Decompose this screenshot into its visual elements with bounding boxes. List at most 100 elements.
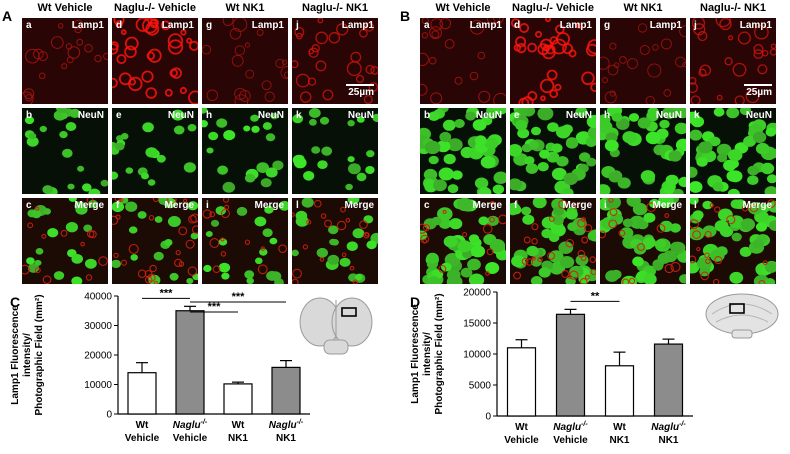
x-tick-label: Vehicle [125, 433, 160, 444]
x-tick-label: Vehicle [553, 435, 588, 446]
stain-label: NeuN [565, 110, 592, 121]
micrograph-merge-tile: c Merge [22, 198, 108, 284]
svg-text:intensity/: intensity/ [422, 332, 433, 376]
stain-label: Lamp1 [341, 20, 374, 31]
x-tick-label: NK1 [658, 435, 678, 446]
svg-text:Lamp1 Fluorescence: Lamp1 Fluorescence [10, 305, 21, 405]
x-tick-label: NK1 [609, 435, 629, 446]
micrograph-neun-tile: h NeuN [600, 108, 686, 194]
subpanel-label: b [26, 110, 33, 121]
scale-bar: 25µm [346, 84, 374, 98]
y-tick-label: 40000 [84, 292, 112, 303]
subpanel-label: c [424, 200, 430, 211]
subpanel-label: g [206, 20, 213, 31]
subpanel-label: f [514, 200, 518, 211]
subpanel-label: b [424, 110, 431, 121]
subpanel-label: j [694, 20, 697, 31]
y-tick-label: 5000 [469, 381, 492, 392]
bar-chart-c: 0 10000 20000 30000 40000 Wt Vehicle Naglu-/- Ve… [0, 284, 395, 454]
x-tick-label: Naglu-/- [651, 421, 686, 433]
bar [271, 366, 301, 415]
micrograph-merge-tile: f Merge [112, 198, 198, 284]
micrograph-merge-tile: l Merge [690, 198, 776, 284]
stain-label: Merge [742, 200, 772, 211]
column-header: Naglu-/- NK1 [302, 2, 368, 14]
column-header: Wt NK1 [225, 2, 265, 14]
subpanel-label: e [514, 110, 520, 121]
bar [223, 383, 253, 415]
stain-label: NeuN [77, 110, 104, 121]
micrograph-lamp-tile: j Lamp1 25µm [292, 18, 378, 104]
y-tick-label: 0 [485, 412, 491, 423]
stain-label: Merge [652, 200, 682, 211]
column-header: Naglu-/- NK1 [700, 2, 766, 14]
stain-label: Merge [74, 200, 104, 211]
x-tick-label: Naglu-/- [269, 419, 304, 431]
stain-label: Merge [472, 200, 502, 211]
subpanel-label: j [296, 20, 299, 31]
column-header: Naglu-/- Vehicle [114, 2, 196, 14]
column-header: Wt Vehicle [37, 2, 93, 14]
stain-label: NeuN [655, 110, 682, 121]
micrograph-neun-tile: e NeuN [510, 108, 596, 194]
micrograph-merge-tile: c Merge [420, 198, 506, 284]
brain-coronal-schematic-c [299, 297, 373, 355]
y-tick-label: 15000 [463, 319, 491, 330]
micrograph-lamp-tile: a Lamp1 [420, 18, 506, 104]
significance-label: *** [208, 301, 222, 313]
stain-label: Lamp1 [649, 20, 682, 31]
y-tick-label: 0 [106, 410, 112, 421]
panel-letter-c: C [10, 294, 21, 310]
x-tick-label: Wt [136, 420, 149, 431]
subpanel-label: i [604, 200, 607, 211]
stain-label: Merge [562, 200, 592, 211]
significance-label: ** [591, 290, 600, 302]
stain-label: Lamp1 [251, 20, 284, 31]
subpanel-label: k [694, 110, 700, 121]
micrograph-merge-tile: i Merge [600, 198, 686, 284]
x-tick-label: Vehicle [173, 433, 208, 444]
stain-label: Lamp1 [739, 20, 772, 31]
y-tick-label: 10000 [84, 380, 112, 391]
scale-label: 25µm [746, 87, 772, 98]
subpanel-label: g [604, 20, 611, 31]
stain-label: NeuN [167, 110, 194, 121]
svg-text:Photographic Field (mm²): Photographic Field (mm²) [34, 294, 45, 415]
micrograph-lamp-tile: g Lamp1 [600, 18, 686, 104]
micrograph-lamp-tile: d Lamp1 [510, 18, 596, 104]
subpanel-label: k [296, 110, 302, 121]
significance-label: *** [232, 291, 246, 303]
stain-label: Merge [254, 200, 284, 211]
bar [127, 372, 157, 415]
subpanel-label: c [26, 200, 32, 211]
y-tick-label: 30000 [84, 321, 112, 332]
stain-label: Lamp1 [161, 20, 194, 31]
micrograph-lamp-tile: g Lamp1 [202, 18, 288, 104]
svg-text:Photographic Field (mm²): Photographic Field (mm²) [434, 293, 445, 414]
bar [653, 343, 684, 417]
column-header: Wt Vehicle [435, 2, 491, 14]
panel-letter-d: D [410, 294, 421, 310]
micrograph-lamp-tile: a Lamp1 [22, 18, 108, 104]
stain-label: NeuN [745, 110, 772, 121]
micrograph-neun-tile: e NeuN [112, 108, 198, 194]
y-tick-label: 10000 [463, 350, 491, 361]
x-tick-label: Naglu-/- [553, 421, 588, 433]
stain-label: NeuN [257, 110, 284, 121]
micrograph-neun-tile: b NeuN [22, 108, 108, 194]
micrograph-neun-tile: h NeuN [202, 108, 288, 194]
micrograph-merge-tile: l Merge [292, 198, 378, 284]
svg-text:Lamp1 Fluorescence: Lamp1 Fluorescence [410, 304, 421, 404]
significance-label: *** [160, 287, 174, 299]
subpanel-label: l [296, 200, 299, 211]
bar [175, 310, 205, 415]
bar [604, 365, 635, 417]
y-tick-label: 20000 [84, 351, 112, 362]
subpanel-label: a [26, 20, 32, 31]
y-axis-label: Lamp1 Fluorescence intensity/Photographic… [410, 293, 445, 414]
x-tick-label: NK1 [276, 433, 296, 444]
brain-sagittal-schematic-d [705, 293, 779, 339]
x-tick-label: Wt [232, 420, 245, 431]
subpanel-label: h [604, 110, 611, 121]
bar [506, 347, 537, 417]
